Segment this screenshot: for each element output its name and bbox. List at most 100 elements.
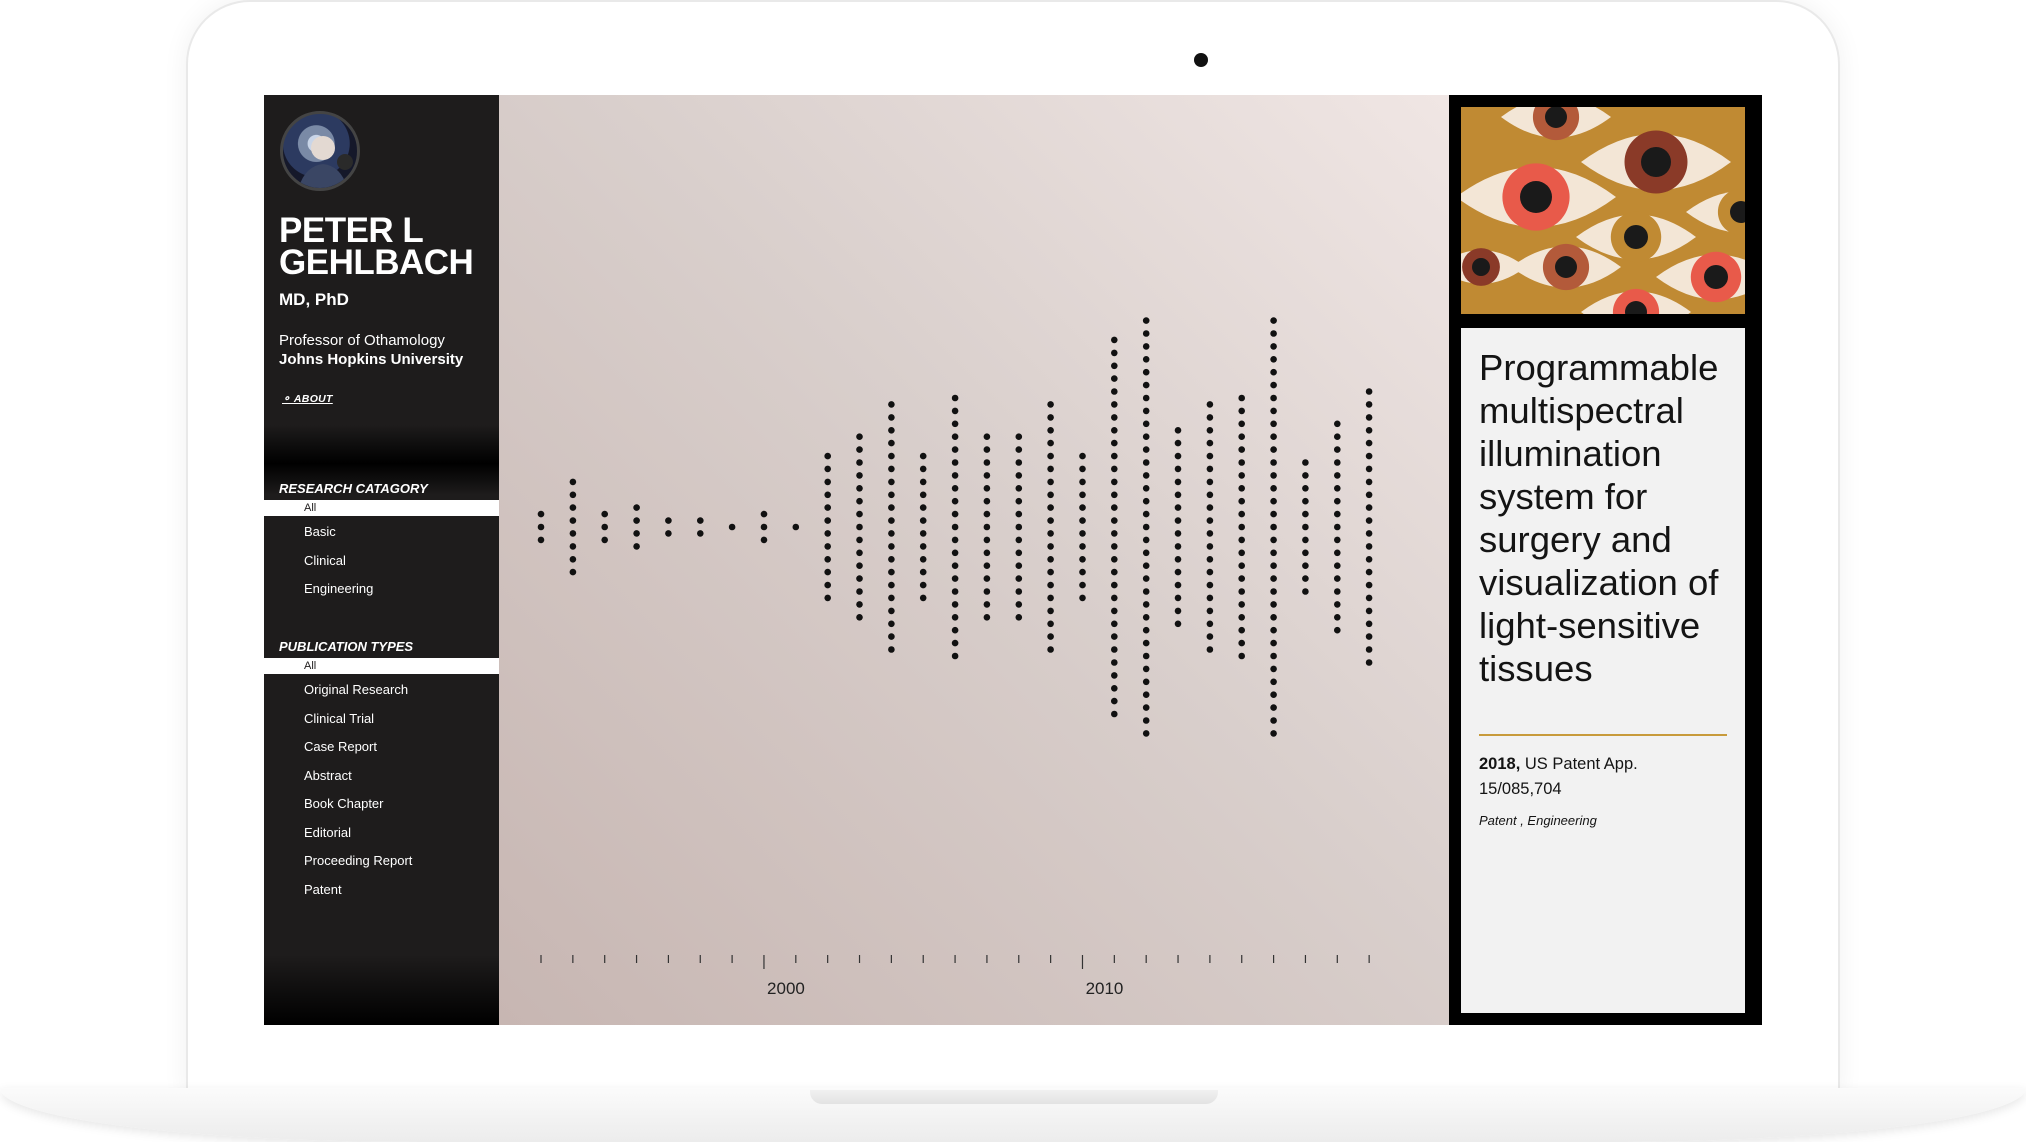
publication-dot[interactable]	[983, 485, 991, 492]
publication-dot[interactable]	[1302, 536, 1309, 544]
publication-dot[interactable]	[1111, 504, 1118, 511]
publication-dot[interactable]	[1142, 652, 1150, 660]
publication-dot[interactable]	[1365, 491, 1373, 499]
publications-dot-plot[interactable]: 2000 2010	[499, 95, 1449, 1025]
publication-dot[interactable]	[1015, 433, 1023, 441]
publication-dot[interactable]	[824, 530, 831, 537]
publication-dot[interactable]	[919, 452, 927, 460]
publication-dot[interactable]	[760, 536, 768, 544]
publication-dot[interactable]	[1302, 497, 1309, 505]
publication-dot[interactable]	[1174, 568, 1182, 576]
publication-dot[interactable]	[1047, 568, 1054, 576]
publication-dot[interactable]	[824, 452, 831, 460]
publication-dot[interactable]	[1174, 504, 1182, 511]
publication-dot[interactable]	[951, 472, 959, 479]
publication-dot[interactable]	[1302, 588, 1309, 595]
publication-dot[interactable]	[856, 562, 863, 569]
publication-dot[interactable]	[1111, 685, 1118, 692]
publication-dot[interactable]	[1174, 427, 1182, 434]
publication-dot[interactable]	[1238, 485, 1245, 492]
publication-dot[interactable]	[1174, 465, 1182, 473]
publication-dot[interactable]	[1238, 472, 1245, 479]
publication-dot[interactable]	[1142, 407, 1150, 415]
publication-dot[interactable]	[1238, 459, 1245, 466]
publication-dot[interactable]	[1270, 317, 1277, 324]
publication-dot[interactable]	[1047, 427, 1054, 434]
publication-dot[interactable]	[1079, 543, 1086, 550]
publication-dot[interactable]	[1270, 614, 1277, 621]
publication-dot[interactable]	[1174, 607, 1182, 615]
publication-dot[interactable]	[951, 446, 959, 453]
publication-dot[interactable]	[1238, 639, 1245, 647]
publication-dot[interactable]	[1365, 517, 1373, 524]
publication-dot[interactable]	[697, 517, 704, 524]
publication-dot[interactable]	[1142, 317, 1150, 324]
publication-dot[interactable]	[1047, 581, 1054, 589]
publication-dot[interactable]	[951, 562, 959, 569]
publication-dot[interactable]	[1015, 536, 1023, 544]
publication-dot[interactable]	[856, 588, 863, 595]
publication-dot[interactable]	[1142, 433, 1150, 441]
publication-dot[interactable]	[1047, 491, 1054, 499]
publication-dot[interactable]	[1270, 549, 1277, 557]
publication-dot[interactable]	[1142, 614, 1150, 621]
publication-dot[interactable]	[1111, 401, 1118, 408]
publication-dot[interactable]	[1302, 485, 1309, 492]
publication-dot[interactable]	[856, 497, 863, 505]
publication-dot[interactable]	[824, 581, 831, 589]
publication-dot[interactable]	[1142, 394, 1150, 402]
publication-dot[interactable]	[1015, 510, 1023, 518]
publication-dot[interactable]	[1238, 407, 1245, 415]
publication-dot[interactable]	[1206, 414, 1214, 421]
publication-dot[interactable]	[856, 472, 863, 479]
publication-dot[interactable]	[983, 549, 991, 557]
publication-dot[interactable]	[760, 523, 768, 531]
publication-dot[interactable]	[888, 581, 895, 589]
publication-type-item-book-chapter[interactable]: Book Chapter	[264, 794, 499, 814]
publication-dot[interactable]	[1142, 472, 1150, 479]
publication-dot[interactable]	[888, 556, 895, 563]
publication-dot[interactable]	[983, 472, 991, 479]
publication-dot[interactable]	[951, 485, 959, 492]
publication-dot[interactable]	[951, 549, 959, 557]
publication-dot[interactable]	[824, 517, 831, 524]
publication-dot[interactable]	[1334, 510, 1341, 518]
publication-dot[interactable]	[1302, 575, 1309, 582]
publication-dot[interactable]	[537, 523, 545, 531]
publication-dot[interactable]	[888, 478, 895, 486]
publication-dot[interactable]	[919, 543, 927, 550]
publication-dot[interactable]	[1015, 588, 1023, 595]
publication-dot[interactable]	[1238, 536, 1245, 544]
publication-dot[interactable]	[919, 504, 927, 511]
publication-dot[interactable]	[569, 543, 577, 550]
publication-dot[interactable]	[983, 601, 991, 608]
publication-dot[interactable]	[856, 575, 863, 582]
publication-dot[interactable]	[1111, 697, 1118, 705]
publication-dot[interactable]	[1334, 420, 1341, 428]
publication-dot[interactable]	[1206, 530, 1214, 537]
publication-dot[interactable]	[1270, 394, 1277, 402]
publication-dot[interactable]	[856, 601, 863, 608]
publication-dot[interactable]	[1206, 517, 1214, 524]
publication-dot[interactable]	[1015, 523, 1023, 531]
publication-dot[interactable]	[1270, 562, 1277, 569]
publication-dot[interactable]	[1238, 433, 1245, 441]
publication-dot[interactable]	[569, 568, 577, 576]
publication-dot[interactable]	[1206, 504, 1214, 511]
publication-dot[interactable]	[1365, 478, 1373, 486]
publication-dot[interactable]	[919, 517, 927, 524]
publication-dot[interactable]	[1079, 517, 1086, 524]
publication-dot[interactable]	[1111, 414, 1118, 421]
publication-dot[interactable]	[1047, 414, 1054, 421]
publication-dot[interactable]	[1270, 381, 1277, 389]
publication-dot[interactable]	[824, 568, 831, 576]
publication-dot[interactable]	[760, 510, 768, 518]
publication-dot[interactable]	[888, 491, 895, 499]
publication-dot[interactable]	[1142, 356, 1150, 363]
publication-dot[interactable]	[888, 401, 895, 408]
publication-dot[interactable]	[1047, 556, 1054, 563]
publication-dot[interactable]	[1142, 562, 1150, 569]
publication-dot[interactable]	[983, 614, 991, 621]
publication-dot[interactable]	[1365, 427, 1373, 434]
publication-dot[interactable]	[983, 497, 991, 505]
